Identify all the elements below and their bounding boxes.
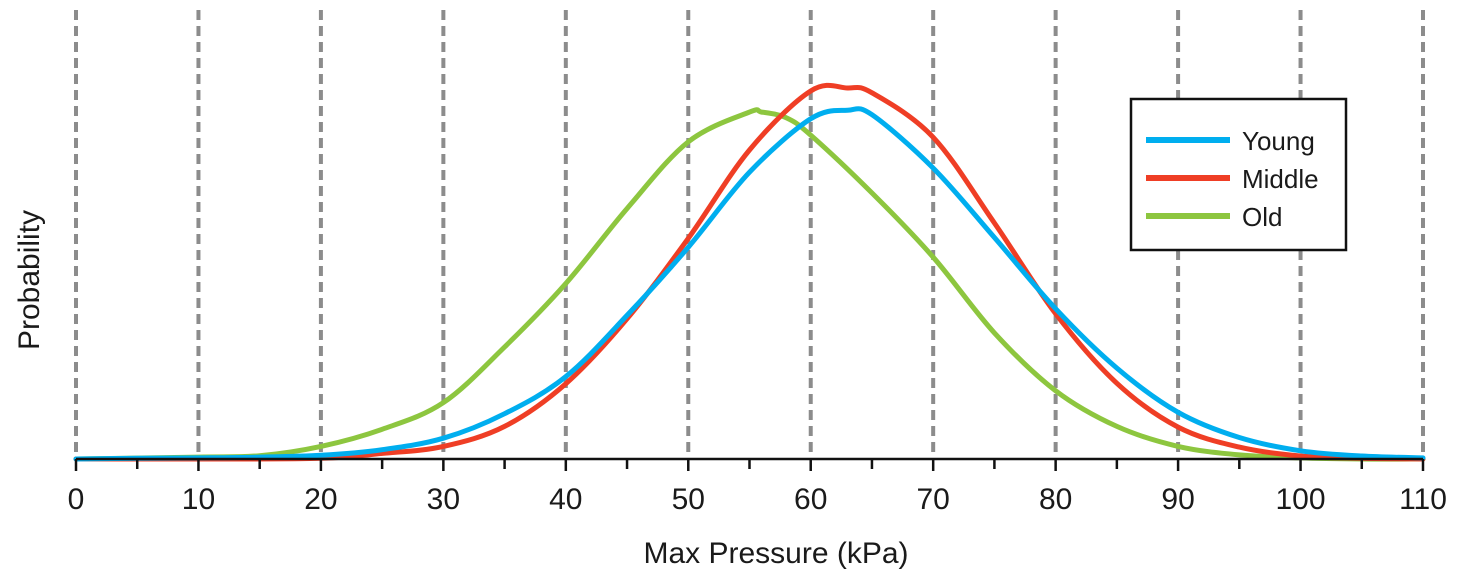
x-tick-label-100: 100 xyxy=(1276,483,1326,516)
series-line-old xyxy=(73,107,1426,462)
x-tick-label-20: 20 xyxy=(304,483,337,516)
x-tick-label-70: 70 xyxy=(916,483,949,516)
x-tick-label-60: 60 xyxy=(794,483,827,516)
legend: Young Middle Old xyxy=(1129,97,1348,252)
x-tick-label-110: 110 xyxy=(1399,483,1447,516)
legend-label-middle: Middle xyxy=(1242,164,1319,194)
y-axis-label: Probability xyxy=(13,210,46,350)
legend-label-young: Young xyxy=(1242,126,1315,156)
series-layer xyxy=(73,82,1426,462)
series-line-middle xyxy=(73,82,1426,462)
x-tick-label-80: 80 xyxy=(1039,483,1072,516)
legend-box xyxy=(1129,97,1348,252)
x-tick-label-90: 90 xyxy=(1161,483,1194,516)
x-tick-label-30: 30 xyxy=(427,483,460,516)
x-axis-ticks: 0 10 20 30 40 50 60 70 80 90 100 110 xyxy=(68,459,1447,516)
series-line-young xyxy=(73,106,1426,462)
x-tick-label-0: 0 xyxy=(68,483,85,516)
x-tick-label-10: 10 xyxy=(182,483,215,516)
legend-label-old: Old xyxy=(1242,202,1282,232)
x-tick-label-50: 50 xyxy=(672,483,705,516)
x-axis-label: Max Pressure (kPa) xyxy=(643,537,908,570)
x-tick-label-40: 40 xyxy=(549,483,582,516)
